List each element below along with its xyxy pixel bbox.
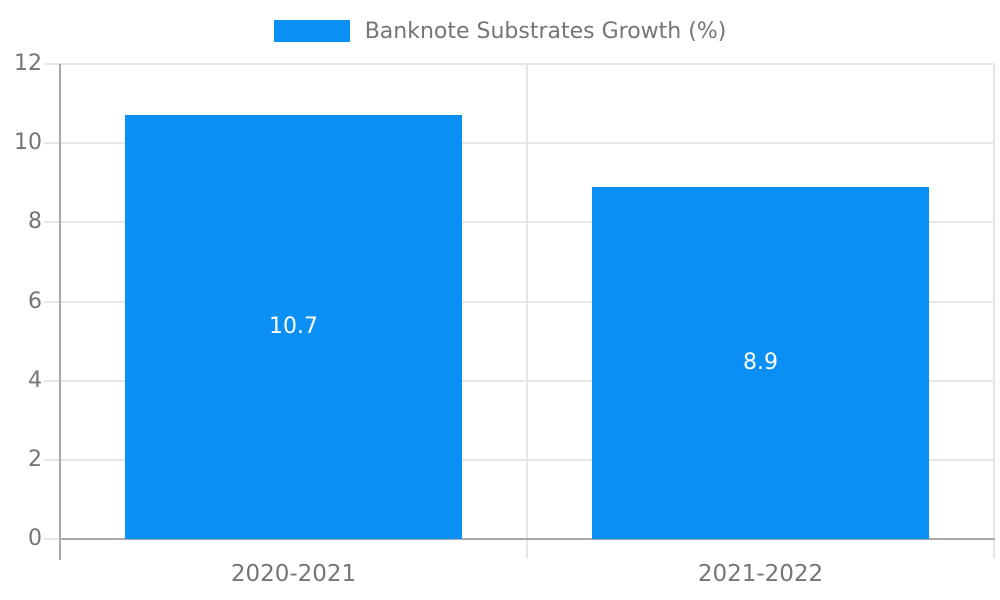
x-axis-category-label: 2021-2022 bbox=[697, 561, 824, 587]
x-axis-line bbox=[59, 538, 995, 540]
bar-value-label: 8.9 bbox=[743, 349, 778, 375]
y-axis-tick-label: 6 bbox=[28, 288, 42, 314]
y-gridline bbox=[44, 221, 994, 224]
y-axis-tick-label: 2 bbox=[28, 446, 42, 472]
x-gridline bbox=[993, 64, 995, 558]
y-axis-tick-label: 12 bbox=[14, 51, 42, 76]
y-axis-tick-label: 4 bbox=[28, 367, 42, 393]
y-gridline bbox=[44, 458, 994, 461]
bar-value-label: 10.7 bbox=[269, 314, 318, 340]
legend-color-swatch bbox=[273, 20, 350, 42]
x-axis-category-label: 2020-2021 bbox=[230, 561, 357, 587]
y-gridline bbox=[44, 142, 994, 145]
chart-legend: Banknote Substrates Growth (%) bbox=[0, 17, 1000, 45]
x-gridline bbox=[526, 64, 528, 558]
bar-2020-2021 bbox=[125, 115, 462, 539]
y-gridline bbox=[44, 63, 994, 65]
legend-label: Banknote Substrates Growth (%) bbox=[364, 18, 727, 44]
y-gridline bbox=[44, 379, 994, 382]
y-axis-line bbox=[59, 64, 61, 560]
y-tick bbox=[44, 538, 60, 540]
y-axis-tick-label: 10 bbox=[14, 130, 42, 156]
y-axis-tick-label: 0 bbox=[28, 526, 42, 551]
bar-2021-2022 bbox=[592, 186, 929, 539]
y-axis-tick-label: 8 bbox=[28, 209, 42, 235]
y-gridline bbox=[44, 300, 994, 303]
